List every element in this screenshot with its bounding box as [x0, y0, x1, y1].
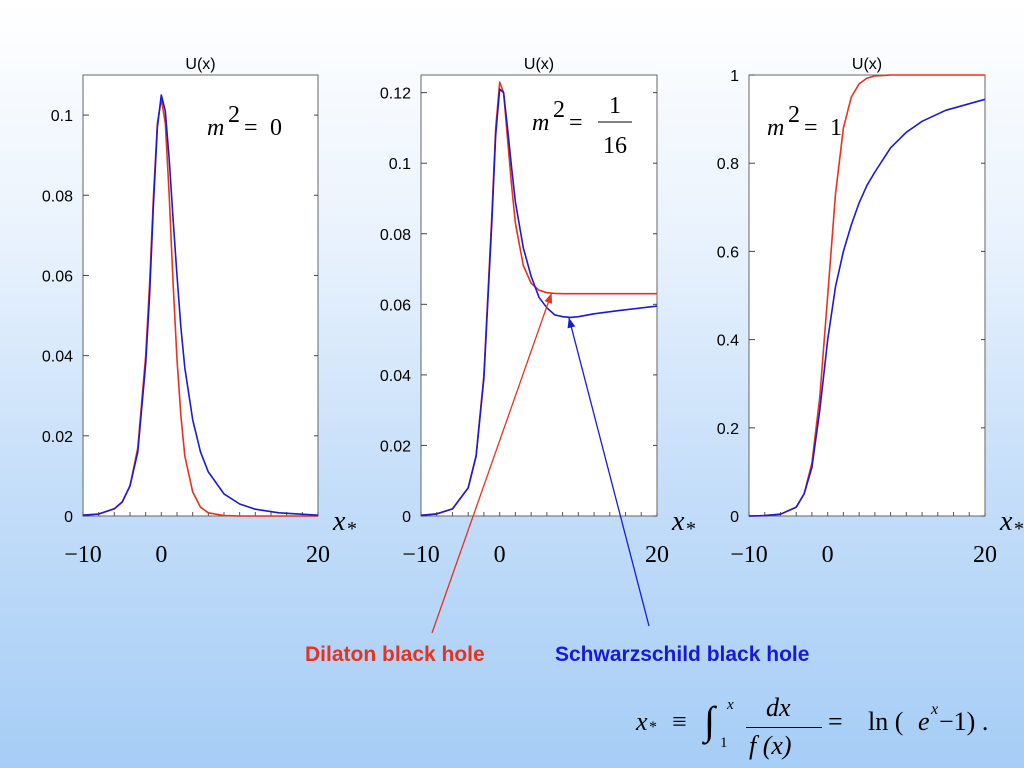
- formula-numerator: dx: [766, 693, 791, 722]
- annotation-exponent: 2: [553, 97, 565, 123]
- annotation-m: m: [532, 110, 549, 136]
- annotation-value: 0: [270, 115, 282, 141]
- y-tick-label: 0: [64, 509, 73, 526]
- dilaton-pointer-arrow: [431, 292, 553, 634]
- y-axis-title: U(x): [185, 56, 215, 73]
- schwarzschild-curve: [82, 94, 319, 516]
- y-tick-label: 0.04: [380, 368, 411, 385]
- x-tick-label: −10: [64, 542, 102, 568]
- y-tick-label: 0.1: [51, 108, 73, 125]
- x-tick-label: 0: [155, 542, 167, 568]
- x-axis-symbol: x: [671, 506, 685, 537]
- y-axis-title: U(x): [524, 56, 554, 73]
- formula-tail: −1) .: [939, 707, 989, 736]
- x-axis-symbol: x: [332, 506, 346, 537]
- y-tick-label: 0.08: [380, 227, 411, 244]
- y-tick-label: 0.06: [42, 268, 73, 285]
- formula-denominator: f (x): [749, 731, 792, 760]
- y-tick-label: 0: [730, 509, 739, 526]
- plot-area-3: [748, 74, 986, 517]
- y-tick-label: 0.8: [717, 156, 739, 173]
- annotation-exponent: 2: [788, 102, 800, 128]
- x-tick-label: 20: [306, 542, 330, 568]
- schwarzschild-curve: [748, 98, 986, 517]
- y-tick-label: 0.02: [380, 438, 411, 455]
- schwarzschild-curve: [420, 88, 658, 517]
- y-tick-label: 0.1: [389, 156, 411, 173]
- y-tick-label: 0.08: [42, 188, 73, 205]
- formula-exponent: x: [931, 701, 939, 718]
- annotation-m: m: [207, 115, 224, 141]
- y-tick-label: 0.04: [42, 349, 73, 366]
- annotation-exponent: 2: [228, 102, 240, 128]
- legend-schwarzschild-label: Schwarzschild black hole: [555, 643, 810, 666]
- annotation-value: 1: [830, 115, 842, 141]
- y-axis-title: U(x): [852, 56, 882, 73]
- x-tick-label: 20: [973, 542, 997, 568]
- formula-int-upper: x: [727, 697, 734, 713]
- y-tick-label: 0.2: [717, 421, 739, 438]
- formula-equiv: ≡: [672, 707, 687, 736]
- x-axis-subscript: *: [1014, 518, 1024, 540]
- dilaton-pointer-arrow-head: [544, 293, 553, 304]
- y-tick-label: 0.6: [717, 244, 739, 261]
- schwarzschild-pointer-arrow-head: [567, 317, 576, 329]
- x-tick-label: 20: [645, 542, 669, 568]
- y-tick-label: 0.4: [717, 333, 739, 350]
- y-tick-label: 0.02: [42, 429, 73, 446]
- x-axis-subscript: *: [347, 518, 357, 540]
- schwarzschild-pointer-arrow: [568, 317, 650, 627]
- annotation-equals: =: [804, 115, 818, 141]
- y-tick-label: 0.06: [380, 297, 411, 314]
- formula-ln: ln (: [868, 707, 904, 736]
- x-tick-label: −10: [402, 542, 440, 568]
- annotation-m: m: [767, 115, 784, 141]
- x-axis-symbol: x: [999, 506, 1013, 537]
- formula-int-lower: 1: [720, 735, 728, 751]
- x-tick-label: −10: [730, 542, 768, 568]
- x-axis-subscript: *: [686, 518, 696, 540]
- legend-dilaton-label: Dilaton black hole: [305, 643, 485, 666]
- annotation-equals: =: [569, 110, 583, 136]
- plot-area-1: [82, 74, 319, 517]
- y-tick-label: 1: [730, 68, 739, 85]
- annotation-numerator: 1: [609, 93, 621, 119]
- x-tick-label: 0: [822, 542, 834, 568]
- y-tick-label: 0.12: [380, 86, 411, 103]
- formula-integral-sign: ∫: [704, 698, 715, 743]
- formula-equals: =: [828, 707, 843, 736]
- formula-e: e: [918, 707, 930, 736]
- x-tick-label: 0: [494, 542, 506, 568]
- annotation-equals: =: [244, 115, 258, 141]
- y-tick-label: 0: [402, 509, 411, 526]
- annotation-denominator: 16: [603, 133, 627, 159]
- formula-lhs: x: [636, 707, 648, 736]
- formula-lhs-subscript: *: [649, 719, 657, 736]
- formula-fraction-bar: [746, 727, 822, 728]
